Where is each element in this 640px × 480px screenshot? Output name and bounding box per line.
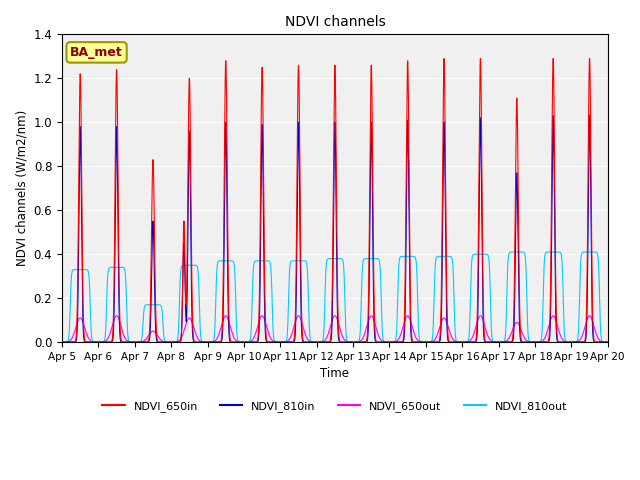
Legend: NDVI_650in, NDVI_810in, NDVI_650out, NDVI_810out: NDVI_650in, NDVI_810in, NDVI_650out, NDV…: [98, 397, 572, 417]
Title: NDVI channels: NDVI channels: [285, 15, 385, 29]
Text: BA_met: BA_met: [70, 46, 123, 59]
X-axis label: Time: Time: [321, 367, 349, 380]
Y-axis label: NDVI channels (W/m2/nm): NDVI channels (W/m2/nm): [15, 110, 28, 266]
